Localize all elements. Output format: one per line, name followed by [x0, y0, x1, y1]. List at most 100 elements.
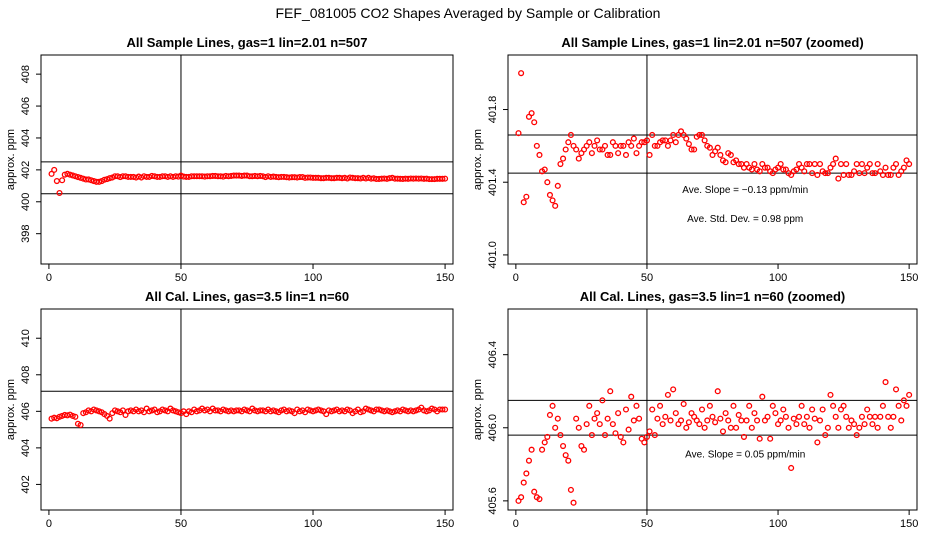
- chart-title: All Sample Lines, gas=1 lin=2.01 n=507: [127, 35, 368, 50]
- data-point: [442, 175, 449, 182]
- data-point: [822, 170, 829, 177]
- data-point: [866, 413, 873, 420]
- y-tick-label: 405.6: [487, 487, 499, 515]
- data-point: [567, 131, 574, 139]
- data-point: [890, 413, 897, 420]
- x-tick-label: 50: [641, 272, 653, 284]
- data-point: [743, 417, 750, 424]
- y-tick-label: 400: [20, 193, 32, 211]
- data-point: [607, 388, 614, 395]
- data-point: [628, 393, 635, 400]
- data-point: [654, 415, 661, 422]
- data-point: [746, 402, 753, 409]
- data-point: [772, 410, 779, 417]
- data-point: [633, 150, 640, 157]
- data-point: [895, 402, 902, 409]
- data-point: [688, 146, 695, 153]
- data-point: [586, 402, 593, 409]
- data-point: [756, 435, 763, 442]
- data-point: [549, 197, 556, 204]
- data-point: [536, 151, 543, 159]
- data-point: [892, 386, 900, 393]
- data-point: [620, 142, 627, 149]
- data-point: [827, 391, 834, 398]
- data-point: [615, 410, 622, 417]
- data-point: [892, 160, 900, 168]
- data-point: [837, 160, 845, 168]
- data-point: [714, 388, 721, 395]
- data-point: [790, 415, 797, 422]
- data-point: [719, 428, 727, 435]
- data-point: [672, 410, 679, 417]
- data-point: [730, 402, 737, 409]
- chart-title: All Sample Lines, gas=1 lin=2.01 n=507 (…: [561, 35, 863, 50]
- data-point: [72, 173, 79, 180]
- data-point: [53, 177, 60, 185]
- data-point: [552, 202, 559, 209]
- data-point: [525, 457, 533, 464]
- data-point: [672, 139, 679, 146]
- x-tick-label: 150: [900, 518, 918, 530]
- data-point: [714, 144, 721, 151]
- data-point: [843, 160, 850, 168]
- data-point: [861, 170, 868, 177]
- data-point: [74, 174, 82, 181]
- data-point: [625, 426, 632, 433]
- data-point: [887, 171, 894, 179]
- data-point: [809, 170, 816, 177]
- data-point: [667, 417, 674, 424]
- data-point: [651, 142, 658, 149]
- data-point: [575, 424, 582, 431]
- data-point: [67, 171, 74, 178]
- data-point: [638, 139, 645, 146]
- x-tick-label: 0: [513, 518, 519, 530]
- data-point: [871, 170, 879, 177]
- y-axis-label: approx. ppm: [472, 129, 484, 190]
- data-point: [851, 168, 858, 175]
- data-point: [761, 164, 768, 171]
- data-point: [439, 175, 446, 182]
- data-point: [882, 164, 889, 171]
- y-tick-label: 404: [20, 129, 32, 147]
- x-tick-label: 0: [46, 518, 52, 530]
- data-point: [594, 410, 601, 417]
- data-point: [722, 159, 729, 166]
- data-point: [756, 168, 763, 175]
- data-series: [48, 166, 449, 197]
- data-point: [599, 397, 606, 404]
- data-point: [591, 142, 598, 149]
- data-point: [751, 410, 758, 417]
- data-point: [646, 428, 653, 435]
- data-point: [861, 421, 868, 428]
- x-tick-label: 0: [513, 272, 519, 284]
- data-point: [659, 137, 666, 144]
- data-point: [64, 170, 71, 177]
- data-point: [442, 406, 449, 413]
- data-point: [88, 177, 95, 184]
- data-point: [801, 168, 808, 175]
- data-point: [518, 494, 525, 501]
- data-point: [704, 417, 711, 424]
- data-point: [871, 413, 879, 420]
- data-point: [85, 176, 92, 183]
- data-point: [691, 146, 698, 153]
- data-point: [727, 151, 734, 159]
- plot-frame: [507, 308, 918, 511]
- data-point: [683, 135, 690, 142]
- data-point: [835, 424, 842, 431]
- data-point: [622, 151, 630, 159]
- data-point: [77, 174, 84, 181]
- x-tick-label: 50: [641, 518, 653, 530]
- data-point: [546, 411, 553, 419]
- data-point: [520, 199, 527, 206]
- y-tick-label: 401.0: [487, 241, 499, 269]
- data-point: [560, 155, 567, 162]
- data-point: [824, 170, 831, 177]
- data-point: [696, 131, 703, 139]
- data-point: [712, 419, 719, 426]
- data-point: [77, 421, 84, 429]
- y-axis-label: approx. ppm: [5, 379, 17, 440]
- data-point: [617, 433, 624, 440]
- data-point: [586, 139, 593, 146]
- x-tick-label: 100: [769, 272, 787, 284]
